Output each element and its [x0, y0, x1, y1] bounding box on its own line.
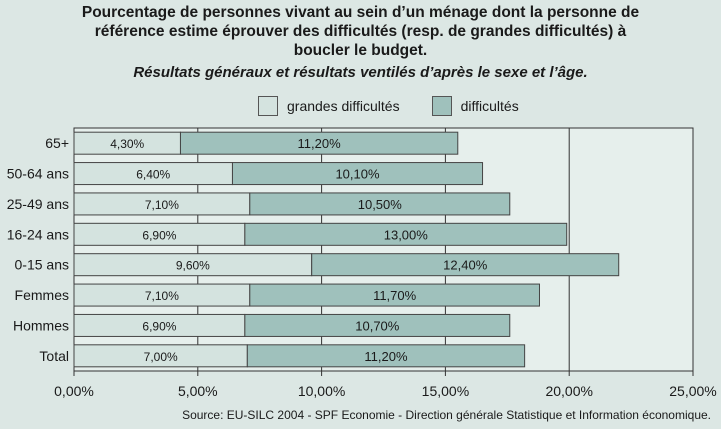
- data-label: 11,20%: [298, 136, 342, 151]
- category-label: 50-64 ans: [7, 166, 69, 182]
- bar-difficultes: [244, 222, 568, 246]
- data-label: 7,10%: [145, 289, 179, 303]
- data-label: 10,50%: [358, 197, 403, 212]
- legend-item-difficultes: difficultés: [431, 96, 519, 116]
- data-label: 12,40%: [443, 258, 488, 273]
- x-tick-label: 10,00%: [298, 383, 345, 399]
- chart-subtitle: Résultats généraux et résultats ventilés…: [133, 64, 588, 81]
- bar-difficultes: [231, 162, 484, 186]
- x-tick-label: 5,00%: [178, 383, 218, 399]
- category-label: 0-15 ans: [15, 257, 69, 273]
- legend-label: difficultés: [460, 98, 519, 114]
- legend-swatch-grandes-difficultes: [258, 96, 278, 116]
- bar-difficultes: [249, 283, 540, 307]
- category-label: 16-24 ans: [7, 226, 69, 242]
- legend-label: grandes difficultés: [287, 98, 400, 114]
- legend-swatch-difficultes: [431, 96, 452, 116]
- category-label: 65+: [45, 135, 69, 151]
- x-tick-label: 0,00%: [54, 383, 94, 399]
- category-label: Hommes: [13, 317, 69, 333]
- chart-title-line: Pourcentage de personnes vivant au sein …: [81, 4, 640, 21]
- data-label: 10,70%: [355, 318, 400, 333]
- data-label: 10,10%: [335, 167, 380, 182]
- x-tick-label: 25,00%: [669, 383, 716, 399]
- bar-difficultes: [244, 313, 511, 337]
- x-tick-label: 20,00%: [545, 383, 592, 399]
- legend-item-grandes-difficultes: grandes difficultés: [258, 96, 400, 116]
- data-label: 11,70%: [373, 288, 417, 303]
- category-label: 25-49 ans: [7, 196, 69, 212]
- data-label: 7,00%: [144, 350, 178, 364]
- data-label: 7,10%: [145, 198, 179, 212]
- bar-difficultes: [311, 253, 620, 277]
- chart-title-line: référence estime éprouver des difficulté…: [94, 23, 627, 40]
- data-label: 11,20%: [364, 349, 408, 364]
- category-label: Femmes: [15, 287, 69, 303]
- source-note: Source: EU-SILC 2004 - SPF Economie - Di…: [182, 408, 711, 422]
- data-label: 4,30%: [110, 137, 144, 151]
- bar-difficultes: [249, 192, 511, 216]
- x-tick-label: 15,00%: [422, 383, 469, 399]
- bar-difficultes: [179, 131, 459, 155]
- data-label: 6,40%: [136, 168, 170, 182]
- chart-legend: grandes difficultés difficultés: [258, 94, 551, 118]
- chart-title-line: boucler le budget.: [293, 42, 428, 59]
- data-label: 6,90%: [142, 228, 176, 242]
- chart-title: Pourcentage de personnes vivant au sein …: [0, 3, 721, 60]
- category-label: Total: [39, 348, 69, 364]
- data-label: 6,90%: [142, 319, 176, 333]
- data-label: 13,00%: [384, 227, 429, 242]
- bar-difficultes: [246, 344, 526, 368]
- data-label: 9,60%: [176, 259, 210, 273]
